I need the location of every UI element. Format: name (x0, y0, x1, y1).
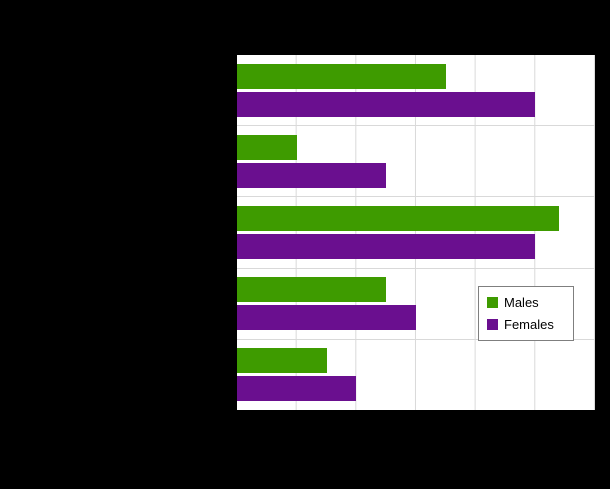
bar-groups (237, 55, 595, 410)
plot-area (237, 55, 595, 410)
bar-females-3 (237, 234, 536, 259)
legend-item-males: Males (487, 296, 565, 309)
bar-males-4 (237, 277, 387, 303)
bar-group-3 (237, 197, 595, 269)
legend-label-females: Females (504, 317, 554, 332)
bar-females-2 (237, 162, 387, 188)
legend-label-males: Males (504, 295, 539, 310)
bar-group-5 (237, 340, 595, 410)
bar-males-1 (237, 63, 446, 89)
bar-males-2 (237, 134, 297, 160)
females-swatch-icon (487, 319, 498, 330)
bar-males-5 (237, 348, 327, 374)
bar-females-1 (237, 91, 536, 117)
bar-group-4 (237, 269, 595, 340)
bar-females-5 (237, 376, 357, 402)
bar-group-1 (237, 55, 595, 127)
bar-males-3 (237, 206, 560, 231)
legend-item-females: Females (487, 318, 565, 331)
males-swatch-icon (487, 297, 498, 308)
legend: Males Females (478, 286, 574, 341)
bar-females-4 (237, 305, 416, 331)
bar-group-2 (237, 126, 595, 198)
